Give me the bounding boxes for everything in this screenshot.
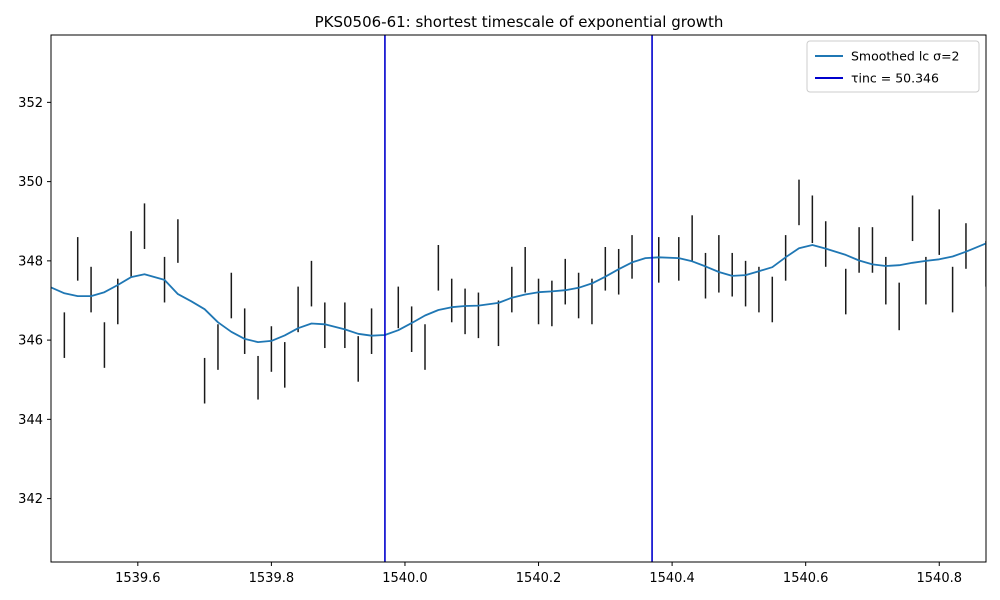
y-tick-label: 342	[18, 492, 43, 507]
x-tick-label: 1540.8	[917, 571, 963, 586]
y-tick-label: 344	[18, 413, 43, 428]
chart-title: PKS0506-61: shortest timescale of expone…	[315, 13, 724, 31]
x-tick-label: 1540.2	[516, 571, 562, 586]
x-tick-label: 1540.4	[649, 571, 695, 586]
legend-box	[806, 40, 980, 93]
legend-label: τinc = 50.346	[851, 71, 939, 86]
y-tick-label: 348	[18, 254, 43, 269]
x-tick-label: 1539.8	[249, 571, 295, 586]
axes-frame	[50, 34, 987, 563]
y-tick-label: 350	[18, 175, 43, 190]
y-tick-label: 352	[18, 96, 43, 111]
smoothed-line	[51, 242, 986, 344]
legend: Smoothed lc σ=2 τinc = 50.346	[806, 40, 980, 93]
axes: 1539.6 1539.8 1540.0 1540.2 1540.4 1540.6 1540…	[18, 34, 987, 586]
x-tick-label: 1540.0	[382, 571, 428, 586]
x-tick-label: 1539.6	[115, 571, 161, 586]
legend-label: Smoothed lc σ=2	[851, 49, 960, 64]
x-tick-label: 1540.6	[783, 571, 829, 586]
plot-area	[51, 35, 986, 562]
y-tick-label: 346	[18, 334, 43, 349]
